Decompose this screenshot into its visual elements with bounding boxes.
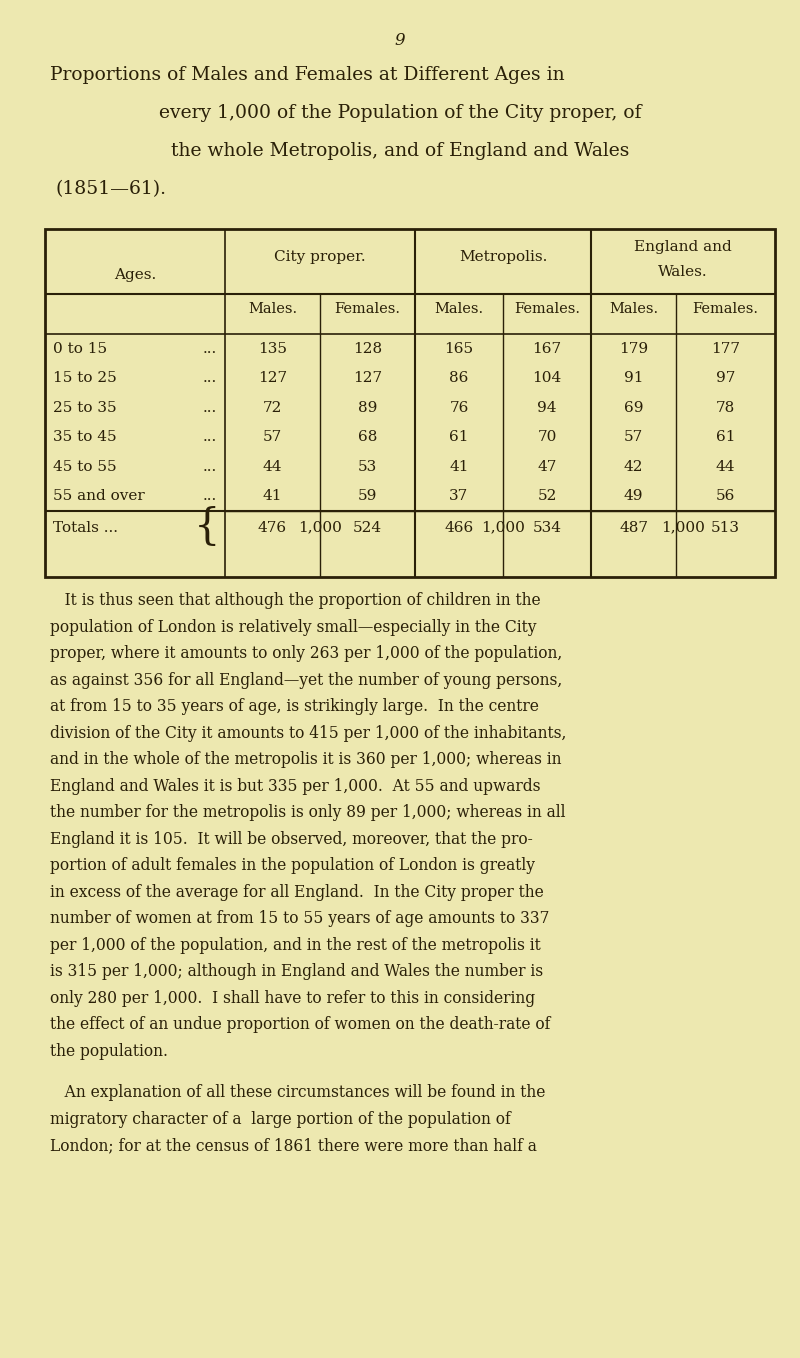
- Text: Females.: Females.: [334, 301, 401, 316]
- Text: 78: 78: [716, 401, 735, 414]
- Text: the whole Metropolis, and of England and Wales: the whole Metropolis, and of England and…: [171, 143, 629, 160]
- Text: ...: ...: [202, 342, 217, 356]
- Text: 57: 57: [263, 430, 282, 444]
- Text: 41: 41: [450, 460, 469, 474]
- Text: 69: 69: [624, 401, 643, 414]
- Text: 52: 52: [538, 489, 557, 504]
- Text: 35 to 45: 35 to 45: [53, 430, 117, 444]
- Text: 513: 513: [711, 520, 740, 535]
- Text: (1851—61).: (1851—61).: [55, 181, 166, 198]
- Text: 42: 42: [624, 460, 643, 474]
- Text: 524: 524: [353, 520, 382, 535]
- Text: portion of adult females in the population of London is greatly: portion of adult females in the populati…: [50, 857, 535, 875]
- Text: 76: 76: [450, 401, 469, 414]
- Text: 165: 165: [445, 342, 474, 356]
- Text: 72: 72: [263, 401, 282, 414]
- Text: 167: 167: [533, 342, 562, 356]
- Text: Females.: Females.: [693, 301, 758, 316]
- Text: 1,000: 1,000: [298, 520, 342, 535]
- Text: 44: 44: [716, 460, 735, 474]
- Text: division of the City it amounts to 415 per 1,000 of the inhabitants,: division of the City it amounts to 415 p…: [50, 725, 566, 741]
- Text: 49: 49: [624, 489, 643, 504]
- Bar: [45, 230, 775, 577]
- Text: migratory character of a  large portion of the population of: migratory character of a large portion o…: [50, 1111, 510, 1127]
- Text: the population.: the population.: [50, 1043, 168, 1059]
- Text: 97: 97: [716, 371, 735, 386]
- Text: as against 356 for all England—yet the number of young persons,: as against 356 for all England—yet the n…: [50, 671, 562, 689]
- Text: Males.: Males.: [434, 301, 483, 316]
- Text: number of women at from 15 to 55 years of age amounts to 337: number of women at from 15 to 55 years o…: [50, 910, 550, 928]
- Text: 55 and over: 55 and over: [53, 489, 145, 504]
- Text: 487: 487: [619, 520, 648, 535]
- Text: ...: ...: [202, 401, 217, 414]
- Text: London; for at the census of 1861 there were more than half a: London; for at the census of 1861 there …: [50, 1137, 537, 1154]
- Text: City proper.: City proper.: [274, 250, 366, 263]
- Text: ...: ...: [202, 430, 217, 444]
- Text: {: {: [194, 507, 220, 549]
- Text: 135: 135: [258, 342, 287, 356]
- Text: 59: 59: [358, 489, 377, 504]
- Text: 0 to 15: 0 to 15: [53, 342, 107, 356]
- Text: proper, where it amounts to only 263 per 1,000 of the population,: proper, where it amounts to only 263 per…: [50, 645, 562, 661]
- Text: 45 to 55: 45 to 55: [53, 460, 117, 474]
- Text: 44: 44: [262, 460, 282, 474]
- Text: England and: England and: [634, 240, 732, 254]
- Text: ...: ...: [202, 371, 217, 386]
- Text: 1,000: 1,000: [661, 520, 705, 535]
- Text: 9: 9: [394, 33, 406, 49]
- Text: 127: 127: [353, 371, 382, 386]
- Text: 37: 37: [450, 489, 469, 504]
- Text: England and Wales it is but 335 per 1,000.  At 55 and upwards: England and Wales it is but 335 per 1,00…: [50, 778, 541, 794]
- Text: ...: ...: [202, 489, 217, 504]
- Text: population of London is relatively small—especially in the City: population of London is relatively small…: [50, 618, 537, 636]
- Text: An explanation of all these circumstances will be found in the: An explanation of all these circumstance…: [50, 1084, 546, 1101]
- Text: the effect of an undue proportion of women on the death-rate of: the effect of an undue proportion of wom…: [50, 1016, 550, 1033]
- Text: 56: 56: [716, 489, 735, 504]
- Text: 68: 68: [358, 430, 377, 444]
- Text: Males.: Males.: [609, 301, 658, 316]
- Text: 476: 476: [258, 520, 287, 535]
- Text: 104: 104: [532, 371, 562, 386]
- Text: Females.: Females.: [514, 301, 580, 316]
- Text: Proportions of Males and Females at Different Ages in: Proportions of Males and Females at Diff…: [50, 67, 565, 84]
- Text: 89: 89: [358, 401, 377, 414]
- Text: the number for the metropolis is only 89 per 1,000; whereas in all: the number for the metropolis is only 89…: [50, 804, 566, 822]
- Text: ...: ...: [202, 460, 217, 474]
- Text: and in the whole of the metropolis it is 360 per 1,000; whereas in: and in the whole of the metropolis it is…: [50, 751, 562, 769]
- Text: 47: 47: [538, 460, 557, 474]
- Text: only 280 per 1,000.  I shall have to refer to this in considering: only 280 per 1,000. I shall have to refe…: [50, 990, 535, 1006]
- Text: 466: 466: [444, 520, 474, 535]
- Text: England it is 105.  It will be observed, moreover, that the pro-: England it is 105. It will be observed, …: [50, 831, 533, 847]
- Text: per 1,000 of the population, and in the rest of the metropolis it: per 1,000 of the population, and in the …: [50, 937, 541, 953]
- Text: Ages.: Ages.: [114, 268, 156, 282]
- Text: 61: 61: [450, 430, 469, 444]
- Text: 41: 41: [262, 489, 282, 504]
- Text: every 1,000 of the Population of the City proper, of: every 1,000 of the Population of the Cit…: [158, 105, 642, 122]
- Text: It is thus seen that although the proportion of children in the: It is thus seen that although the propor…: [50, 592, 541, 608]
- Text: 179: 179: [619, 342, 648, 356]
- Text: 1,000: 1,000: [481, 520, 525, 535]
- Text: at from 15 to 35 years of age, is strikingly large.  In the centre: at from 15 to 35 years of age, is striki…: [50, 698, 539, 716]
- Text: 94: 94: [538, 401, 557, 414]
- Text: 61: 61: [716, 430, 735, 444]
- Text: 57: 57: [624, 430, 643, 444]
- Text: Totals ...: Totals ...: [53, 520, 118, 535]
- Text: 25 to 35: 25 to 35: [53, 401, 117, 414]
- Text: 534: 534: [533, 520, 562, 535]
- Text: 177: 177: [711, 342, 740, 356]
- Text: Metropolis.: Metropolis.: [459, 250, 547, 263]
- Text: is 315 per 1,000; although in England and Wales the number is: is 315 per 1,000; although in England an…: [50, 963, 543, 980]
- Text: 86: 86: [450, 371, 469, 386]
- Text: in excess of the average for all England.  In the City proper the: in excess of the average for all England…: [50, 884, 544, 900]
- Text: 91: 91: [624, 371, 643, 386]
- Text: 15 to 25: 15 to 25: [53, 371, 117, 386]
- Text: 127: 127: [258, 371, 287, 386]
- Text: 128: 128: [353, 342, 382, 356]
- Text: 70: 70: [538, 430, 557, 444]
- Text: Males.: Males.: [248, 301, 297, 316]
- Text: Wales.: Wales.: [658, 266, 708, 280]
- Text: 53: 53: [358, 460, 377, 474]
